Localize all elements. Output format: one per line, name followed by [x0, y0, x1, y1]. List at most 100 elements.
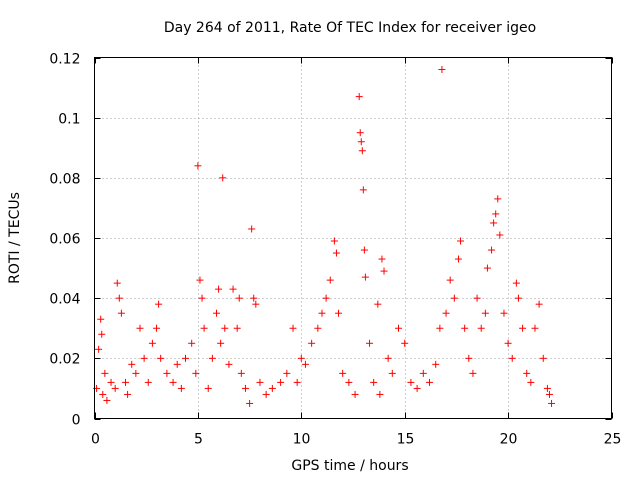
data-point — [217, 339, 225, 347]
data-point — [438, 66, 446, 74]
data-point — [293, 378, 301, 386]
data-point — [124, 390, 132, 398]
data-point — [219, 174, 227, 182]
data-point — [213, 309, 221, 317]
data-point — [380, 267, 388, 275]
data-point — [494, 195, 502, 203]
data-point — [496, 231, 504, 239]
data-point — [169, 378, 177, 386]
data-point — [297, 354, 305, 362]
data-point — [535, 300, 543, 308]
data-point — [283, 369, 291, 377]
data-point — [432, 360, 440, 368]
data-point — [500, 309, 508, 317]
data-point — [111, 384, 119, 392]
data-point — [101, 369, 109, 377]
data-point — [370, 378, 378, 386]
tick-labels: 0 5 10 15 20 25 0 0.02 0.04 0.06 0.08 0.1 0.12 — [49, 52, 621, 448]
data-point — [543, 384, 551, 392]
data-point — [374, 300, 382, 308]
y-tick-label: 0.04 — [49, 292, 80, 308]
data-point — [97, 315, 105, 323]
data-point — [477, 324, 485, 332]
y-tick-label: 0.06 — [49, 232, 80, 248]
data-point — [132, 369, 140, 377]
data-point — [308, 339, 316, 347]
data-point — [446, 276, 454, 284]
data-point — [419, 369, 427, 377]
data-point — [378, 255, 386, 263]
data-point — [215, 285, 223, 293]
data-point — [196, 276, 204, 284]
data-point — [181, 354, 189, 362]
x-axis-label: GPS time / hours — [291, 458, 408, 474]
data-point — [359, 186, 367, 194]
x-tick-label: 5 — [194, 432, 203, 448]
data-point — [241, 384, 249, 392]
data-point — [107, 378, 115, 386]
data-point — [330, 237, 338, 245]
data-point — [225, 360, 233, 368]
data-point — [461, 324, 469, 332]
data-point — [208, 354, 216, 362]
data-point — [277, 378, 285, 386]
data-points — [93, 66, 556, 407]
data-point — [357, 138, 365, 146]
data-point — [98, 330, 106, 338]
data-point — [113, 279, 121, 287]
data-point — [519, 324, 527, 332]
data-point — [450, 294, 458, 302]
data-point — [235, 294, 243, 302]
data-point — [355, 93, 363, 101]
grid-lines — [94, 57, 612, 419]
data-point — [144, 378, 152, 386]
data-point — [188, 339, 196, 347]
y-tick-label: 0.1 — [58, 112, 80, 128]
y-axis-label: ROTI / TECUs — [7, 192, 23, 284]
data-point — [318, 309, 326, 317]
data-point — [204, 384, 212, 392]
data-point — [233, 324, 241, 332]
data-point — [457, 237, 465, 245]
data-point — [545, 390, 553, 398]
data-point — [322, 294, 330, 302]
data-point — [229, 285, 237, 293]
data-point — [194, 162, 202, 170]
data-point — [523, 369, 531, 377]
data-point — [237, 369, 245, 377]
data-point — [262, 390, 270, 398]
data-point — [192, 369, 200, 377]
data-point — [508, 354, 516, 362]
data-point — [492, 210, 500, 218]
data-point — [413, 384, 421, 392]
data-point — [531, 324, 539, 332]
data-point — [155, 300, 163, 308]
data-point — [490, 219, 498, 227]
data-point — [361, 273, 369, 281]
data-point — [483, 264, 491, 272]
data-point — [157, 354, 165, 362]
data-point — [339, 369, 347, 377]
data-point — [394, 324, 402, 332]
data-point — [122, 378, 130, 386]
data-point — [115, 294, 123, 302]
data-point — [326, 276, 334, 284]
data-point — [200, 324, 208, 332]
data-point — [539, 354, 547, 362]
axis-ticks — [94, 57, 613, 420]
data-point — [148, 339, 156, 347]
data-point — [481, 309, 489, 317]
data-point — [442, 309, 450, 317]
plot-frame — [94, 57, 612, 419]
data-point — [469, 369, 477, 377]
data-point — [454, 255, 462, 263]
y-tick-label: 0.12 — [49, 52, 80, 68]
data-point — [248, 225, 256, 233]
data-point — [314, 324, 322, 332]
data-point — [117, 309, 125, 317]
data-point — [140, 354, 148, 362]
data-point — [163, 369, 171, 377]
data-point — [289, 324, 297, 332]
data-point — [401, 339, 409, 347]
x-tick-label: 0 — [91, 432, 100, 448]
